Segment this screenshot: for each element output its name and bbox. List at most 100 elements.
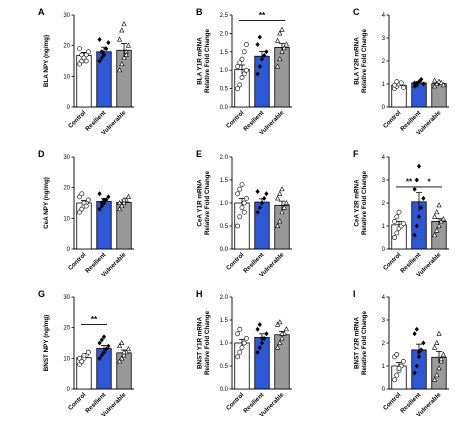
y-tick-label: 0: [382, 387, 386, 393]
data-point-vulnerable: [279, 48, 285, 54]
data-point-vulnerable: [283, 199, 289, 205]
y-axis-label-line: Relative Fold Change: [204, 310, 211, 375]
data-point-vulnerable: [121, 199, 127, 205]
data-point-resilient: [99, 55, 104, 61]
data-point-control: [235, 331, 240, 337]
y-tick-label: 0.0: [220, 387, 229, 393]
data-point-vulnerable: [119, 27, 125, 33]
data-point-resilient: [262, 335, 267, 341]
y-axis-label-d: CeA NPY (ng/mg): [43, 177, 50, 229]
data-point-vulnerable: [119, 339, 125, 345]
data-point-control: [241, 71, 247, 77]
data-point-control: [81, 352, 87, 358]
data-point-control: [86, 349, 91, 355]
y-tick-label: 20: [63, 186, 70, 192]
data-point-resilient: [99, 200, 104, 206]
data-point-control: [239, 182, 245, 187]
data-point-resilient: [259, 200, 265, 206]
data-point-resilient: [255, 326, 260, 332]
data-point-resilient: [106, 194, 111, 200]
y-tick-label: 2.0: [220, 155, 229, 161]
data-point-control: [235, 354, 240, 360]
panel-letter-c: C: [353, 7, 360, 17]
panel-letter-b: B: [196, 7, 203, 17]
data-point-vulnerable: [121, 349, 127, 355]
data-point-resilient: [414, 326, 419, 332]
panel-letter-d: D: [38, 149, 45, 159]
data-point-resilient: [99, 352, 104, 358]
bar-vulnerable: [116, 352, 132, 390]
y-tick-label: 1.5: [220, 318, 229, 324]
data-point-vulnerable: [277, 218, 283, 224]
y-axis-label-line: BLA NPY (ng/mg): [43, 35, 50, 87]
y-tick-label: 3: [382, 318, 386, 324]
data-point-vulnerable: [432, 344, 438, 350]
data-point-resilient: [101, 197, 107, 203]
data-point-resilient: [412, 370, 417, 376]
data-point-resilient: [101, 349, 107, 355]
data-point-vulnerable: [440, 82, 446, 88]
data-point-vulnerable: [117, 199, 123, 205]
data-point-vulnerable: [275, 344, 281, 350]
data-point-resilient: [264, 331, 269, 337]
data-point-vulnerable: [436, 222, 442, 228]
y-axis-label-line: BLA Y1R mRNA: [197, 37, 204, 85]
data-point-resilient: [412, 186, 417, 192]
data-point-vulnerable: [440, 216, 446, 222]
data-point-resilient: [257, 34, 262, 40]
y-tick-label: 1: [382, 364, 386, 370]
data-point-control: [237, 326, 243, 332]
data-point-vulnerable: [432, 232, 438, 238]
data-point-control: [243, 195, 249, 201]
panel-h: H BNST Y1R mRNA Relative Fold Change 0.0 0.5…: [196, 289, 292, 419]
data-point-vulnerable: [275, 63, 281, 69]
y-tick-label: 1.5: [220, 178, 229, 184]
data-point-resilient: [412, 83, 417, 89]
y-tick-label: 10: [63, 74, 70, 80]
data-point-resilient: [255, 349, 260, 355]
data-point-control: [237, 349, 243, 355]
data-point-resilient: [416, 163, 422, 169]
data-point-vulnerable: [117, 206, 123, 212]
y-tick-label: 30: [63, 295, 70, 301]
data-point-control: [396, 209, 402, 215]
data-point-vulnerable: [125, 42, 131, 48]
y-tick-label: 2: [382, 201, 386, 207]
data-point-resilient: [419, 76, 424, 82]
data-point-vulnerable: [432, 376, 438, 382]
y-axis-label-line: Relative Fold Change: [361, 170, 368, 235]
data-point-control: [235, 191, 240, 197]
data-point-vulnerable: [121, 21, 127, 27]
data-point-control: [239, 56, 245, 62]
data-point-vulnerable: [434, 227, 440, 233]
data-point-vulnerable: [277, 190, 283, 196]
data-point-control: [237, 82, 243, 88]
significance-label: **: [259, 11, 266, 20]
data-point-vulnerable: [117, 67, 123, 73]
data-point-control: [83, 58, 89, 64]
data-point-resilient: [421, 81, 426, 87]
data-point-resilient: [421, 340, 426, 346]
data-point-control: [241, 340, 247, 346]
panel-letter-a: A: [38, 7, 45, 17]
data-point-resilient: [97, 58, 102, 64]
data-point-vulnerable: [432, 213, 438, 219]
data-point-vulnerable: [279, 26, 285, 32]
data-point-resilient: [99, 203, 104, 209]
data-point-vulnerable: [279, 330, 285, 336]
data-point-vulnerable: [434, 339, 440, 345]
data-point-resilient: [264, 191, 269, 197]
data-point-resilient: [419, 347, 424, 353]
y-tick-label: 0: [67, 105, 71, 111]
data-point-vulnerable: [117, 358, 123, 364]
y-tick-label: 2.5: [220, 13, 229, 19]
data-point-resilient: [97, 340, 102, 346]
significance-label: **: [406, 177, 413, 186]
data-point-resilient: [259, 340, 265, 346]
data-point-resilient: [97, 37, 102, 43]
data-point-vulnerable: [436, 202, 442, 208]
data-point-vulnerable: [123, 51, 129, 57]
data-point-vulnerable: [125, 193, 131, 199]
